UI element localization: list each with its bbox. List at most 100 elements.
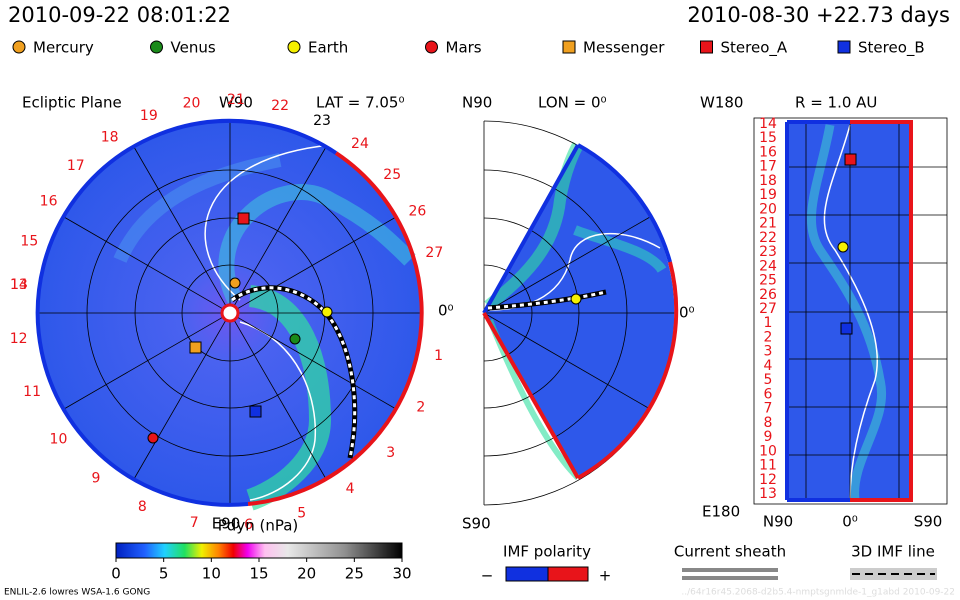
current-sheath bbox=[204, 144, 331, 301]
y-label: 21 bbox=[759, 216, 777, 232]
y-label: 16 bbox=[759, 144, 777, 160]
legend-marker bbox=[837, 40, 851, 54]
n90-label: N90 bbox=[462, 94, 492, 112]
e90-label: E90 bbox=[212, 515, 241, 533]
zero-label: 0⁰ bbox=[679, 304, 695, 322]
south-edge bbox=[850, 120, 913, 502]
y-label: 22 bbox=[759, 230, 777, 246]
legend-label: Mercury bbox=[33, 39, 94, 57]
y-label: 1 bbox=[764, 315, 773, 331]
legend: Mercury Venus Earth Mars Messenger Stereo_A St… bbox=[12, 39, 925, 58]
s90-label: S90 bbox=[462, 515, 491, 533]
carrington-label: 12 bbox=[10, 331, 28, 347]
north-edge bbox=[787, 120, 850, 502]
stereo-a bbox=[844, 153, 857, 166]
y-label: 8 bbox=[764, 415, 773, 431]
current-sheath-title: Current sheath bbox=[674, 543, 786, 561]
carrington-label: 27 bbox=[425, 245, 443, 261]
colorbar-tick-label: 10 bbox=[202, 565, 221, 583]
model-label: ENLIL-2.6 lowres WSA-1.6 GONG bbox=[4, 588, 150, 598]
w90-label: W90 bbox=[219, 94, 253, 112]
earth bbox=[837, 241, 849, 253]
carrington-label: 24 bbox=[351, 136, 369, 152]
stereo-b bbox=[840, 322, 853, 335]
radial-grid bbox=[753, 117, 948, 505]
carrington-label: 2 bbox=[416, 400, 425, 416]
density-streamer bbox=[806, 124, 887, 501]
radial-panel: W180 R = 1.0 AU E180 1415161718192021222… bbox=[700, 94, 948, 531]
y-label: 2 bbox=[764, 329, 773, 345]
model-time: 2010-09-22 08:01:22 bbox=[8, 3, 231, 27]
legend-label: Earth bbox=[308, 39, 348, 57]
current-sheath bbox=[239, 321, 317, 501]
carrington-label: 14 bbox=[10, 277, 28, 293]
y-label: 5 bbox=[764, 372, 773, 388]
legend-label: Mars bbox=[446, 39, 482, 57]
carrington-label: 26 bbox=[408, 204, 426, 220]
colorbar-tick-label: 30 bbox=[392, 565, 411, 583]
legend-label: Stereo_B bbox=[858, 39, 925, 58]
carrington-label: 17 bbox=[67, 158, 85, 174]
carrington-label: 19 bbox=[140, 108, 158, 124]
y-label: 6 bbox=[764, 386, 773, 402]
colorbar-tick-label: 20 bbox=[297, 565, 316, 583]
carrington-label: 4 bbox=[346, 481, 355, 497]
lat-label: LAT = 7.05⁰ bbox=[316, 94, 404, 112]
w180-label: W180 bbox=[700, 94, 743, 112]
y-label: 3 bbox=[764, 344, 773, 360]
density-streamer bbox=[218, 184, 416, 304]
stereo-b-arc bbox=[35, 118, 338, 507]
e180-label: E180 bbox=[702, 503, 740, 521]
y-label: 23 bbox=[759, 244, 777, 260]
legend-label: Messenger bbox=[583, 39, 665, 57]
legend-marker bbox=[287, 40, 301, 54]
north-arc bbox=[577, 143, 672, 263]
earth bbox=[570, 293, 582, 305]
legend-marker bbox=[150, 40, 163, 54]
north-edge bbox=[482, 144, 580, 314]
legend-marker bbox=[700, 40, 713, 54]
imf-polarity-title: IMF polarity bbox=[503, 543, 591, 561]
run-id: ../64r16r45.2068-d2b5.4-nmptsgnmlde-1_g1… bbox=[681, 588, 955, 598]
stereo-a-arc bbox=[247, 151, 424, 506]
carrington-label: 20 bbox=[183, 95, 201, 111]
y-label: 9 bbox=[764, 429, 773, 445]
carrington-label: 11 bbox=[23, 384, 41, 400]
legend-label: Venus bbox=[171, 39, 216, 57]
zero-label: 0⁰ bbox=[438, 302, 454, 320]
carrington-label: 16 bbox=[40, 193, 58, 209]
y-label: 4 bbox=[764, 358, 773, 374]
current-sheath bbox=[823, 124, 879, 501]
legend-label: Stereo_A bbox=[721, 39, 788, 58]
x-label: 0⁰ bbox=[842, 513, 858, 531]
radial-labels: 1415161718192021222324252627123456789101… bbox=[759, 116, 942, 531]
density-streamer bbox=[246, 285, 332, 511]
carrington-label: 25 bbox=[383, 167, 401, 183]
y-label: 7 bbox=[764, 401, 773, 417]
minus-label: − bbox=[481, 567, 494, 585]
carrington-label: 10 bbox=[50, 431, 68, 447]
density-streamer bbox=[113, 153, 282, 263]
colorbar-tick-label: 5 bbox=[159, 565, 169, 583]
y-label: 27 bbox=[759, 301, 777, 317]
y-label: 11 bbox=[759, 458, 777, 474]
legend-marker bbox=[12, 40, 26, 54]
carrington-label: 13 bbox=[10, 277, 28, 293]
colorbar-title: Pdyn (nPa) bbox=[218, 517, 299, 535]
y-label: 14 bbox=[759, 116, 777, 132]
colorbar-scale bbox=[115, 542, 403, 559]
carrington-label: 15 bbox=[20, 234, 38, 250]
start-time: 2010-08-30 +22.73 days bbox=[687, 3, 950, 27]
meridional-panel: N90 LON = 0⁰ S90 0⁰ bbox=[462, 94, 695, 533]
lon-label: LON = 0⁰ bbox=[538, 94, 607, 112]
colorbar-tick-label: 15 bbox=[249, 565, 268, 583]
earth bbox=[321, 306, 333, 318]
legend-marker bbox=[425, 40, 438, 54]
colorbar-tick-label: 0 bbox=[111, 565, 121, 583]
mars bbox=[147, 432, 159, 444]
y-label: 25 bbox=[759, 273, 777, 289]
legend-marker bbox=[562, 40, 576, 54]
imf-line-title: 3D IMF line bbox=[851, 543, 935, 561]
south-arc bbox=[577, 261, 679, 480]
